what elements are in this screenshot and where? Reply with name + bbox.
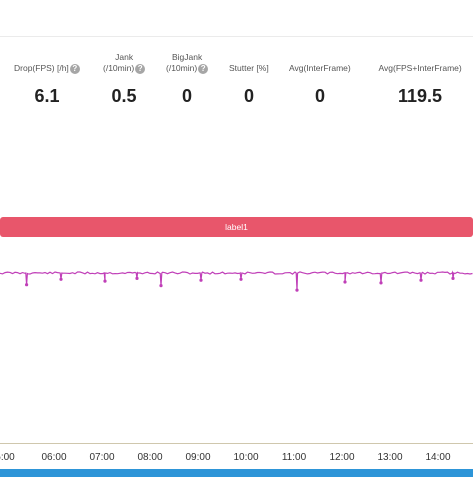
fps-dip-point: [451, 276, 455, 280]
metric-label-line: Avg(InterFrame): [289, 63, 351, 74]
x-tick-label: 10:00: [233, 452, 259, 463]
metric-label-line: BigJank: [166, 52, 208, 63]
fps-line-chart: [0, 270, 473, 292]
metric-label-text: (/10min): [103, 63, 135, 73]
fps-dip-point: [103, 279, 107, 283]
fps-dip-point: [135, 276, 139, 280]
metric-label: Jank (/10min)?: [103, 52, 146, 74]
help-icon[interactable]: ?: [198, 63, 209, 74]
x-tick-label: 08:00: [137, 452, 163, 463]
x-tick-label: 09:00: [185, 452, 211, 463]
fps-dip-point: [159, 284, 163, 288]
fps-dip-point: [295, 288, 299, 292]
x-tick-label: 07:00: [89, 452, 115, 463]
metric-label-text: (/10min): [166, 63, 198, 73]
x-tick-label: 5:00: [0, 452, 15, 463]
metric-label-line: (/10min)?: [166, 63, 209, 74]
fps-dip-point: [239, 277, 243, 281]
metric-label-text: BigJank: [171, 52, 203, 62]
fps-series-line: [0, 270, 473, 291]
x-axis-line: [0, 443, 473, 444]
label-band-text: label1: [225, 222, 248, 232]
fps-dip-point: [379, 281, 383, 285]
x-tick-label: 13:00: [377, 452, 403, 463]
x-tick-label: 06:00: [41, 452, 67, 463]
metric-label: Drop(FPS) [/h]?: [14, 63, 80, 74]
metric-label-text: Drop(FPS) [/h]: [14, 63, 69, 73]
metric-label: Avg(FPS+InterFrame): [379, 63, 462, 74]
metric-label-line: Jank: [103, 52, 145, 63]
metric-label-text: Avg(FPS+InterFrame): [378, 63, 462, 73]
header-divider: [0, 36, 473, 37]
metric-label-line: Avg(FPS+InterFrame): [379, 63, 462, 74]
metric-label-text: Jank: [115, 52, 134, 62]
metric-label-line: Drop(FPS) [/h]?: [14, 63, 80, 74]
x-tick-label: 11:00: [281, 452, 307, 463]
x-tick-label: 12:00: [329, 452, 355, 463]
metric-label: Avg(InterFrame): [289, 63, 351, 74]
help-icon[interactable]: ?: [69, 63, 80, 74]
metric-label-line: Stutter [%]: [229, 63, 269, 74]
metric-label: Stutter [%]: [229, 63, 269, 74]
metric-value: 0: [244, 86, 255, 106]
label-band[interactable]: label1: [0, 217, 473, 237]
fps-dip-point: [59, 277, 63, 281]
fps-dip-point: [343, 280, 347, 284]
metric-label: BigJank (/10min)?: [166, 52, 209, 74]
metric-label-text: Avg(InterFrame): [289, 63, 351, 73]
fps-dip-point: [419, 278, 423, 282]
metric-value: 6.1: [34, 86, 60, 106]
fps-dip-point: [199, 278, 203, 282]
help-icon[interactable]: ?: [135, 63, 146, 74]
x-tick-label: 14:00: [425, 452, 451, 463]
metric-value: 0.5: [111, 86, 137, 106]
metric-value: 119.5: [398, 86, 443, 106]
metric-value: 0: [315, 86, 326, 106]
timeline-scrollbar[interactable]: [0, 469, 473, 477]
metric-label-text: Stutter [%]: [229, 63, 269, 73]
metric-value: 0: [182, 86, 193, 106]
metric-label-line: (/10min)?: [103, 63, 146, 74]
fps-dip-point: [25, 283, 29, 287]
